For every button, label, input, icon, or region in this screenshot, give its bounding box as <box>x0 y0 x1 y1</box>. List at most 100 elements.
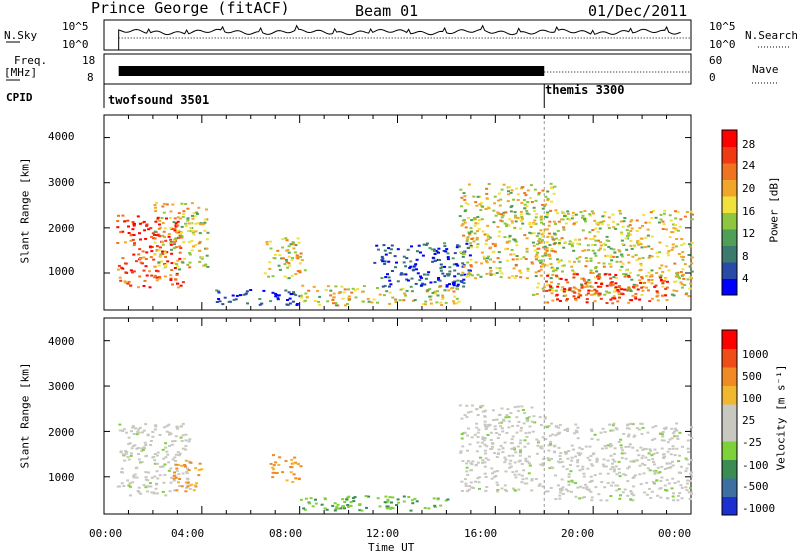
power-cell <box>545 280 548 283</box>
power-cell <box>303 269 307 272</box>
power-cell <box>175 274 179 276</box>
power-cell <box>504 248 507 251</box>
power-cell <box>156 216 160 219</box>
power-cell <box>496 257 500 260</box>
power-cell <box>498 267 502 270</box>
power-cell <box>290 274 294 277</box>
velocity-cell <box>515 470 519 473</box>
velocity-cell <box>597 493 601 496</box>
velocity-cell <box>672 499 676 502</box>
power-cell <box>148 286 152 289</box>
power-cell <box>544 253 548 256</box>
velocity-cell <box>546 490 550 493</box>
velocity-cell <box>386 500 390 503</box>
power-cell <box>178 251 182 254</box>
power-cell <box>629 239 633 242</box>
power-cell <box>674 228 678 231</box>
power-cell <box>317 300 321 303</box>
power-cell <box>424 300 428 303</box>
velocity-cell <box>678 492 682 495</box>
power-cell <box>402 261 406 264</box>
power-cell <box>568 260 571 263</box>
power-cell <box>443 289 447 292</box>
nave-label: Nave <box>752 63 779 76</box>
velocity-cell <box>173 440 177 442</box>
power-cell <box>617 285 621 287</box>
power-cell <box>554 250 557 253</box>
power-cell <box>484 260 488 262</box>
power-cell <box>650 235 654 238</box>
velocity-cell <box>534 478 538 480</box>
power-cell <box>618 296 621 299</box>
power-cell <box>640 276 644 278</box>
velocity-cell <box>661 431 665 433</box>
power-cell <box>587 279 591 281</box>
power-cell <box>189 230 193 233</box>
velocity-cell <box>460 480 464 483</box>
velocity-cell <box>135 433 139 436</box>
power-cell <box>439 301 443 304</box>
velocity-cell <box>476 414 480 416</box>
power-cell <box>466 247 470 249</box>
power-cell <box>551 273 555 276</box>
velocity-cell <box>433 506 437 508</box>
power-cell <box>150 274 154 277</box>
power-cell <box>303 299 307 302</box>
velocity-cell <box>520 405 524 408</box>
power-cell <box>497 212 501 215</box>
velocity-cell <box>130 447 134 450</box>
power-cell <box>625 269 628 272</box>
velocity-cell <box>120 467 124 470</box>
velocity-cell <box>504 416 508 419</box>
power-cell <box>348 298 352 301</box>
power-cell <box>545 213 549 216</box>
velocity-cell <box>652 482 656 485</box>
velocity-cell <box>479 456 482 459</box>
power-cell <box>674 210 677 213</box>
power-cell <box>537 192 541 194</box>
power-cell <box>583 280 586 282</box>
power-cell <box>534 255 538 258</box>
power-cell <box>154 220 158 223</box>
velocity-cell <box>520 474 524 477</box>
power-cell <box>131 221 135 224</box>
power-cell <box>158 235 162 238</box>
power-cell <box>486 233 490 236</box>
power-cell <box>485 261 489 264</box>
power-cell <box>577 292 581 295</box>
velocity-cell <box>558 458 562 460</box>
velocity-cell <box>503 484 507 487</box>
velocity-cell <box>495 456 499 458</box>
power-cell <box>362 300 366 303</box>
power-cell <box>205 238 209 241</box>
power-cell <box>473 232 477 235</box>
velocity-cell <box>194 467 198 470</box>
power-cell <box>551 299 555 302</box>
power-cell <box>594 281 598 284</box>
power-cell <box>601 215 605 218</box>
power-cell <box>561 286 565 289</box>
power-cell <box>470 238 474 240</box>
velocity-cell <box>484 476 488 478</box>
power-cell <box>182 213 186 215</box>
power-cell <box>410 290 414 293</box>
velocity-cell <box>138 426 142 429</box>
power-cell <box>265 241 269 243</box>
velocity-cell <box>557 446 561 449</box>
power-cell <box>456 272 460 275</box>
velocity-cell <box>611 466 614 469</box>
velocity-cell <box>189 461 193 464</box>
power-cell <box>550 292 554 295</box>
velocity-cell <box>195 482 199 485</box>
velocity-cell <box>436 498 440 501</box>
velocity-cell <box>509 459 513 462</box>
velocity-cell <box>587 489 591 492</box>
power-colorbar-segment <box>722 146 737 164</box>
velocity-cell <box>118 423 122 426</box>
power-cell <box>181 281 185 284</box>
power-cell <box>582 278 586 281</box>
power-cell <box>285 303 289 306</box>
vel-cbar-tick-neg500: -500 <box>742 480 769 493</box>
velocity-cell <box>615 428 619 431</box>
velocity-cell <box>617 468 621 470</box>
